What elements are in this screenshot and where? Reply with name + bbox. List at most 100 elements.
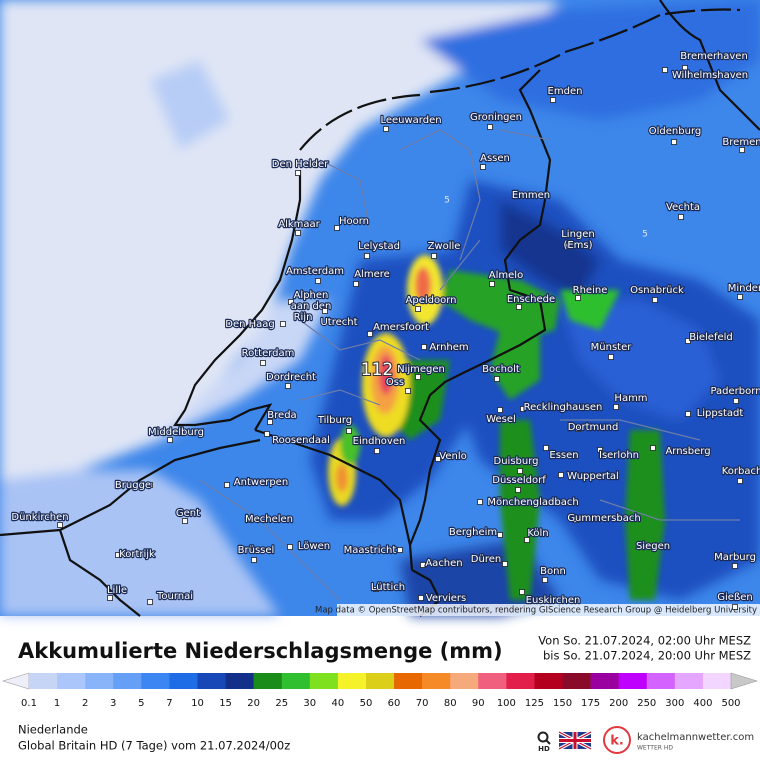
colorbar-tick-label: 20 [247,698,260,709]
model-run: Global Britain HD (7 Tage) vom 21.07.202… [18,739,290,753]
city-marker [542,577,548,583]
city-label: Minden [728,283,760,294]
city-marker [280,321,286,327]
city-label: Kortrijk [119,549,155,560]
city-marker [597,447,603,453]
colorbar-tick-label: 500 [721,698,740,709]
color-swatch [562,673,591,689]
color-swatch [225,673,254,689]
colorbar-tick-label: 175 [581,698,600,709]
city-label: Duisburg [494,456,539,467]
city-label: Zwolle [428,241,461,252]
city-label: Lingen [561,229,595,240]
search-hd: HD [538,745,550,753]
city-marker [420,562,426,568]
city-label: Köln [527,528,548,539]
city-label: Korbach [722,466,760,477]
city-marker [685,338,691,344]
city-marker [367,331,373,337]
city-label: Rotterdam [242,348,295,359]
brand-logo[interactable]: k. kachelmannwetter.com WETTER HD [603,726,754,754]
city-label: Verviers [426,593,467,604]
city-marker [431,253,437,259]
legend-title: Akkumulierte Niederschlagsmenge (mm) [18,639,503,663]
attribution-bg [337,604,760,616]
colorbar-tick-label: 1 [54,698,60,709]
brand-logo-text: k. [610,734,624,749]
colorbar-tick-label: 10 [191,698,204,709]
city-marker [652,297,658,303]
color-swatch [702,673,732,689]
heavy-rain-cells [328,255,665,600]
color-swatch [506,673,535,689]
colorbar-tick-label: 0.1 [21,698,37,709]
city-label: Euskirchen [526,595,581,606]
city-label: Oldenburg [649,126,701,137]
colorbar-tick-label: 50 [360,698,373,709]
color-swatch [337,673,367,689]
language-flag[interactable] [558,730,592,751]
city-label: Gießen [717,592,752,603]
city-label: Almere [354,269,390,280]
city-label: Groningen [470,112,522,123]
colorbar-tick-label: 90 [472,698,485,709]
city-label: Bocholt [482,364,520,375]
city-label: Bremerhaven [680,51,748,62]
city-label: Bonn [540,566,566,577]
period-from: Von So. 21.07.2024, 02:00 Uhr MESZ [538,634,751,648]
city-marker [147,599,153,605]
city-marker [288,299,294,305]
search-button[interactable]: HD [537,731,551,754]
color-swatch [534,673,563,689]
city-marker [573,517,579,523]
city-label: Hamm [614,393,647,404]
city-marker [682,65,688,71]
city-label: Brüssel [238,545,275,556]
color-swatch [197,673,226,689]
city-marker [563,243,569,249]
city-label: Lille [107,585,127,596]
city-label: Siegen [636,541,670,552]
color-swatch [309,673,339,689]
city-marker [315,278,321,284]
colorbar-tick-label: 70 [416,698,429,709]
colorbar-tick-label: 5 [138,698,144,709]
city-marker [107,595,113,601]
color-swatch [478,673,507,689]
city-label: Bielefeld [689,332,733,343]
colorbar-tick-label: 25 [275,698,288,709]
colorbar-tick-label: 150 [553,698,572,709]
city-marker [167,437,173,443]
city-marker [662,67,668,73]
city-label: Tilburg [317,415,352,426]
city-marker [497,407,503,413]
city-marker [543,445,549,451]
colorbar-tick-label: 3 [110,698,116,709]
city-marker [515,487,521,493]
city-marker [489,281,495,287]
city-label: Oss [386,377,404,388]
colorbar-tick-label: 15 [219,698,232,709]
city-label: aan den [291,301,332,312]
city-marker [346,428,352,434]
city-marker [477,499,483,505]
city-label: Brugge [115,480,151,491]
city-marker [732,563,738,569]
colorbar-tick-label: 125 [525,698,544,709]
color-swatch [169,673,198,689]
city-label: Dortmund [568,422,619,433]
city-label: Antwerpen [234,477,288,488]
city-label: Iserlohn [599,450,639,461]
city-marker [637,543,643,549]
city-label: Wesel [486,414,516,425]
city-label: Amersfoort [373,322,429,333]
color-swatch [253,673,283,689]
city-marker [685,411,691,417]
city-marker [517,468,523,474]
city-marker [608,354,614,360]
color-swatch [365,673,395,689]
city-marker [739,147,745,153]
city-label: Tournai [156,591,193,602]
city-marker [650,445,656,451]
city-marker [418,595,424,601]
